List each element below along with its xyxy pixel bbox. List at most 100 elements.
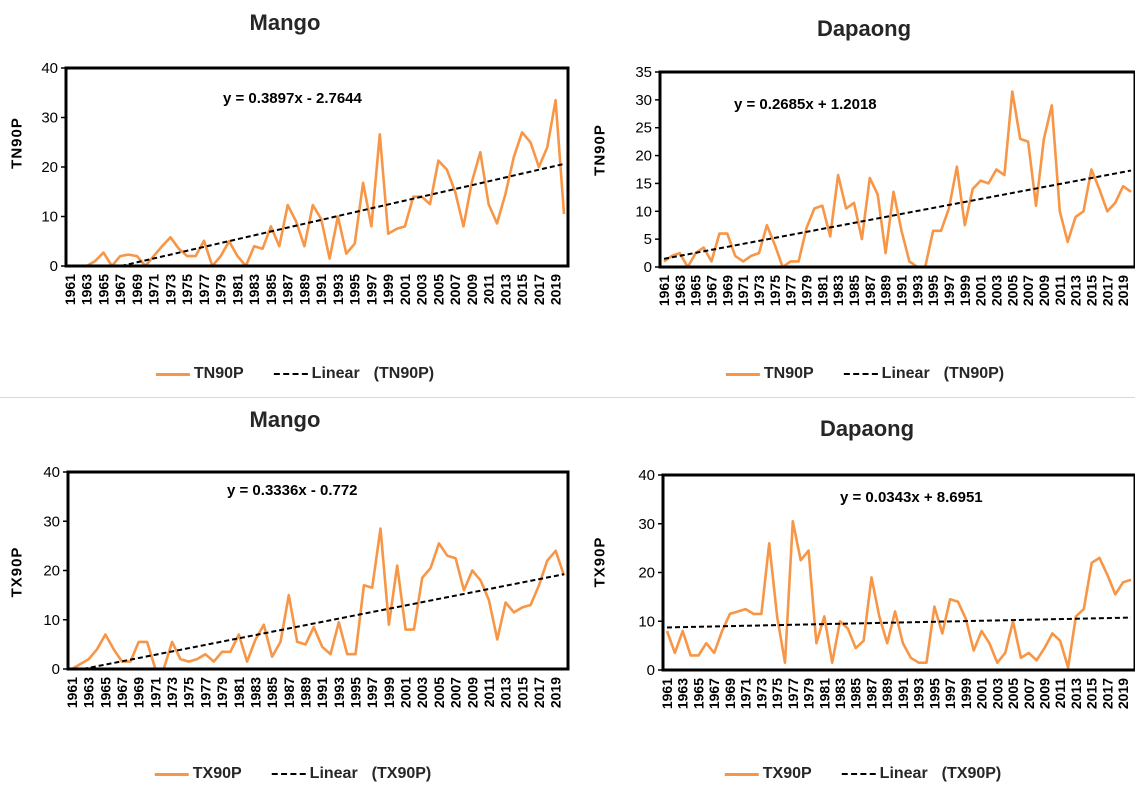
legend-trend-label: Linear xyxy=(311,365,360,382)
x-tick-label: 1987 xyxy=(281,677,297,708)
x-tick-label: 2019 xyxy=(548,274,564,305)
chart-title: Mango xyxy=(249,10,321,35)
x-tick-label: 2003 xyxy=(414,677,430,708)
x-tick-label: 1971 xyxy=(735,275,751,306)
x-tick-label: 1977 xyxy=(197,677,213,708)
chart-title: Dapaong xyxy=(816,16,912,41)
trend-line xyxy=(82,573,565,670)
x-tick-label: 2011 xyxy=(1052,678,1068,709)
x-tick-label: 1973 xyxy=(162,274,178,305)
x-tick-label: 2015 xyxy=(514,677,530,708)
y-tick-label: 10 xyxy=(43,612,60,629)
x-tick-label: 2017 xyxy=(531,274,547,305)
chart-title: Dapaong xyxy=(819,416,915,441)
x-tick-label: 1975 xyxy=(179,274,195,305)
x-tick-label: 1993 xyxy=(330,274,346,305)
legend-trend-swatch xyxy=(841,773,876,775)
y-tick-label: 0 xyxy=(50,258,58,275)
x-tick-label: 2015 xyxy=(1084,678,1100,709)
legend: TX90P Linear (TX90P) xyxy=(724,765,1002,783)
y-tick-label: 25 xyxy=(635,120,652,137)
x-tick-label: 1991 xyxy=(893,275,909,306)
x-tick-label: 2017 xyxy=(531,677,547,708)
x-tick-label: 1997 xyxy=(941,275,957,306)
x-tick-label: 2005 xyxy=(1005,678,1021,709)
x-tick-label: 1995 xyxy=(347,274,363,305)
x-tick-label: 2009 xyxy=(1036,678,1052,709)
x-tick-label: 1987 xyxy=(280,274,296,305)
x-tick-label: 2001 xyxy=(973,275,989,306)
x-tick-label: 1985 xyxy=(848,678,864,709)
x-tick-label: 2001 xyxy=(397,274,413,305)
x-tick-label: 2013 xyxy=(498,677,514,708)
x-tick-label: 2019 xyxy=(1115,678,1131,709)
y-tick-label: 40 xyxy=(41,60,58,77)
x-tick-label: 1971 xyxy=(738,678,754,709)
x-tick-label: 1969 xyxy=(131,677,147,708)
x-tick-label: 1985 xyxy=(264,677,280,708)
x-tick-label: 1999 xyxy=(958,678,974,709)
x-tick-label: 1961 xyxy=(656,275,672,306)
x-tick-label: 2007 xyxy=(1021,678,1037,709)
x-tick-label: 1967 xyxy=(112,274,128,305)
y-tick-label: 35 xyxy=(635,64,652,81)
legend: TX90P Linear (TX90P) xyxy=(154,765,431,783)
trend-equation: y = 0.0343x + 8.6951 xyxy=(840,489,983,506)
x-tick-label: 1983 xyxy=(246,274,262,305)
trend-line xyxy=(663,169,1132,260)
plot-frame xyxy=(658,70,1135,269)
x-tick-label: 1997 xyxy=(942,678,958,709)
x-tick-label: 2017 xyxy=(1099,275,1115,306)
x-tick-label: 1999 xyxy=(380,274,396,305)
x-tick-label: 1975 xyxy=(181,677,197,708)
x-tick-label: 2017 xyxy=(1099,678,1115,709)
x-tick-label: 2003 xyxy=(989,678,1005,709)
x-tick-label: 1971 xyxy=(147,677,163,708)
y-tick-label: 40 xyxy=(43,464,60,481)
x-tick-label: 2013 xyxy=(497,274,513,305)
y-tick-label: 40 xyxy=(638,467,655,484)
legend-trend-series: (TN90P) xyxy=(943,365,1005,382)
x-tick-label: 1979 xyxy=(798,275,814,306)
x-tick-label: 1965 xyxy=(97,677,113,708)
x-tick-label: 2005 xyxy=(1004,275,1020,306)
x-tick-label: 1975 xyxy=(767,275,783,306)
y-tick-label: 20 xyxy=(635,148,652,165)
x-tick-label: 1979 xyxy=(214,677,230,708)
y-tick-label: 30 xyxy=(41,110,58,127)
x-tick-label: 1989 xyxy=(878,275,894,306)
x-tick-label: 1971 xyxy=(146,274,162,305)
y-tick-label: 30 xyxy=(43,513,60,530)
y-tick-label: 30 xyxy=(638,516,655,533)
x-tick-label: 1999 xyxy=(957,275,973,306)
y-tick-label: 20 xyxy=(41,159,58,176)
x-tick-label: 1997 xyxy=(363,274,379,305)
trend-equation: y = 0.3336x - 0.772 xyxy=(227,482,358,499)
x-tick-label: 1989 xyxy=(296,274,312,305)
x-tick-label: 2009 xyxy=(464,274,480,305)
legend-trend-label: Linear xyxy=(881,365,930,382)
legend-trend-swatch xyxy=(273,373,308,375)
x-tick-label: 1993 xyxy=(331,677,347,708)
x-tick-label: 1987 xyxy=(863,678,879,709)
x-tick-label: 1991 xyxy=(314,677,330,708)
x-tick-label: 1969 xyxy=(722,678,738,709)
y-tick-label: 5 xyxy=(644,231,652,248)
legend-trend-series: (TX90P) xyxy=(941,765,1002,782)
x-tick-label: 1981 xyxy=(229,274,245,305)
x-tick-label: 1973 xyxy=(753,678,769,709)
x-tick-label: 1979 xyxy=(213,274,229,305)
legend-series-label: TN90P xyxy=(193,365,244,382)
x-tick-label: 1969 xyxy=(129,274,145,305)
legend-trend-series: (TN90P) xyxy=(373,365,435,382)
x-tick-label: 2007 xyxy=(447,274,463,305)
legend-series-swatch xyxy=(725,372,760,376)
chart-title: Mango xyxy=(249,407,321,432)
x-tick-label: 2013 xyxy=(1068,275,1084,306)
x-tick-label: 2005 xyxy=(431,677,447,708)
x-tick-label: 1985 xyxy=(263,274,279,305)
x-tick-label: 2013 xyxy=(1068,678,1084,709)
